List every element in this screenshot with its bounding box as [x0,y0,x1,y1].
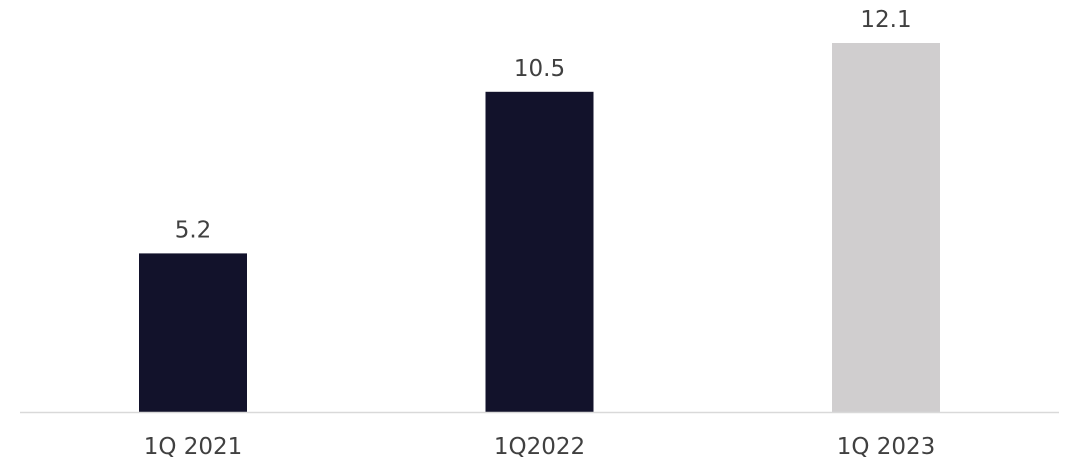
bar-1 [139,253,247,412]
value-label-2: 10.5 [514,56,565,82]
x-tick-label-1: 1Q 2021 [144,434,243,460]
bar-2 [485,91,594,413]
value-label-1: 5.2 [175,217,212,243]
tick-labels-group: 1Q 2021 1Q2022 1Q 2023 [144,434,936,460]
value-labels-group: 5.2 10.5 12.1 [175,7,912,243]
value-label-3: 12.1 [860,7,911,33]
bars-group [139,43,940,413]
x-tick-label-2: 1Q2022 [494,434,585,460]
x-tick-label-3: 1Q 2023 [837,434,936,460]
bar-3 [832,43,940,412]
